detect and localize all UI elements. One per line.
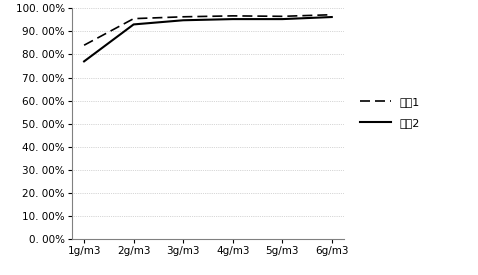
组列1 — [230, 14, 236, 18]
组列2 — [329, 15, 335, 19]
组列2 — [131, 23, 137, 26]
组列1 — [279, 15, 285, 18]
组列2 — [279, 17, 285, 21]
组列1 — [180, 15, 186, 18]
组列1 — [81, 43, 87, 47]
Legend: 组列1, 组列2: 组列1, 组列2 — [355, 92, 424, 132]
Line: 组列1: 组列1 — [84, 15, 332, 45]
组列2 — [180, 19, 186, 22]
组列2 — [230, 17, 236, 21]
组列1 — [329, 13, 335, 16]
Line: 组列2: 组列2 — [84, 17, 332, 61]
组列1 — [131, 17, 137, 20]
组列2 — [81, 60, 87, 63]
